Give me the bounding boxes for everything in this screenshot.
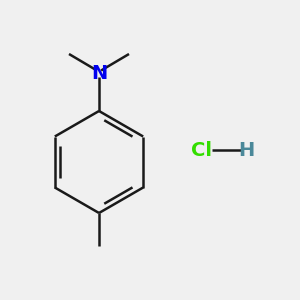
Text: Cl: Cl: [190, 140, 212, 160]
Text: N: N: [91, 64, 107, 83]
Text: H: H: [238, 140, 254, 160]
